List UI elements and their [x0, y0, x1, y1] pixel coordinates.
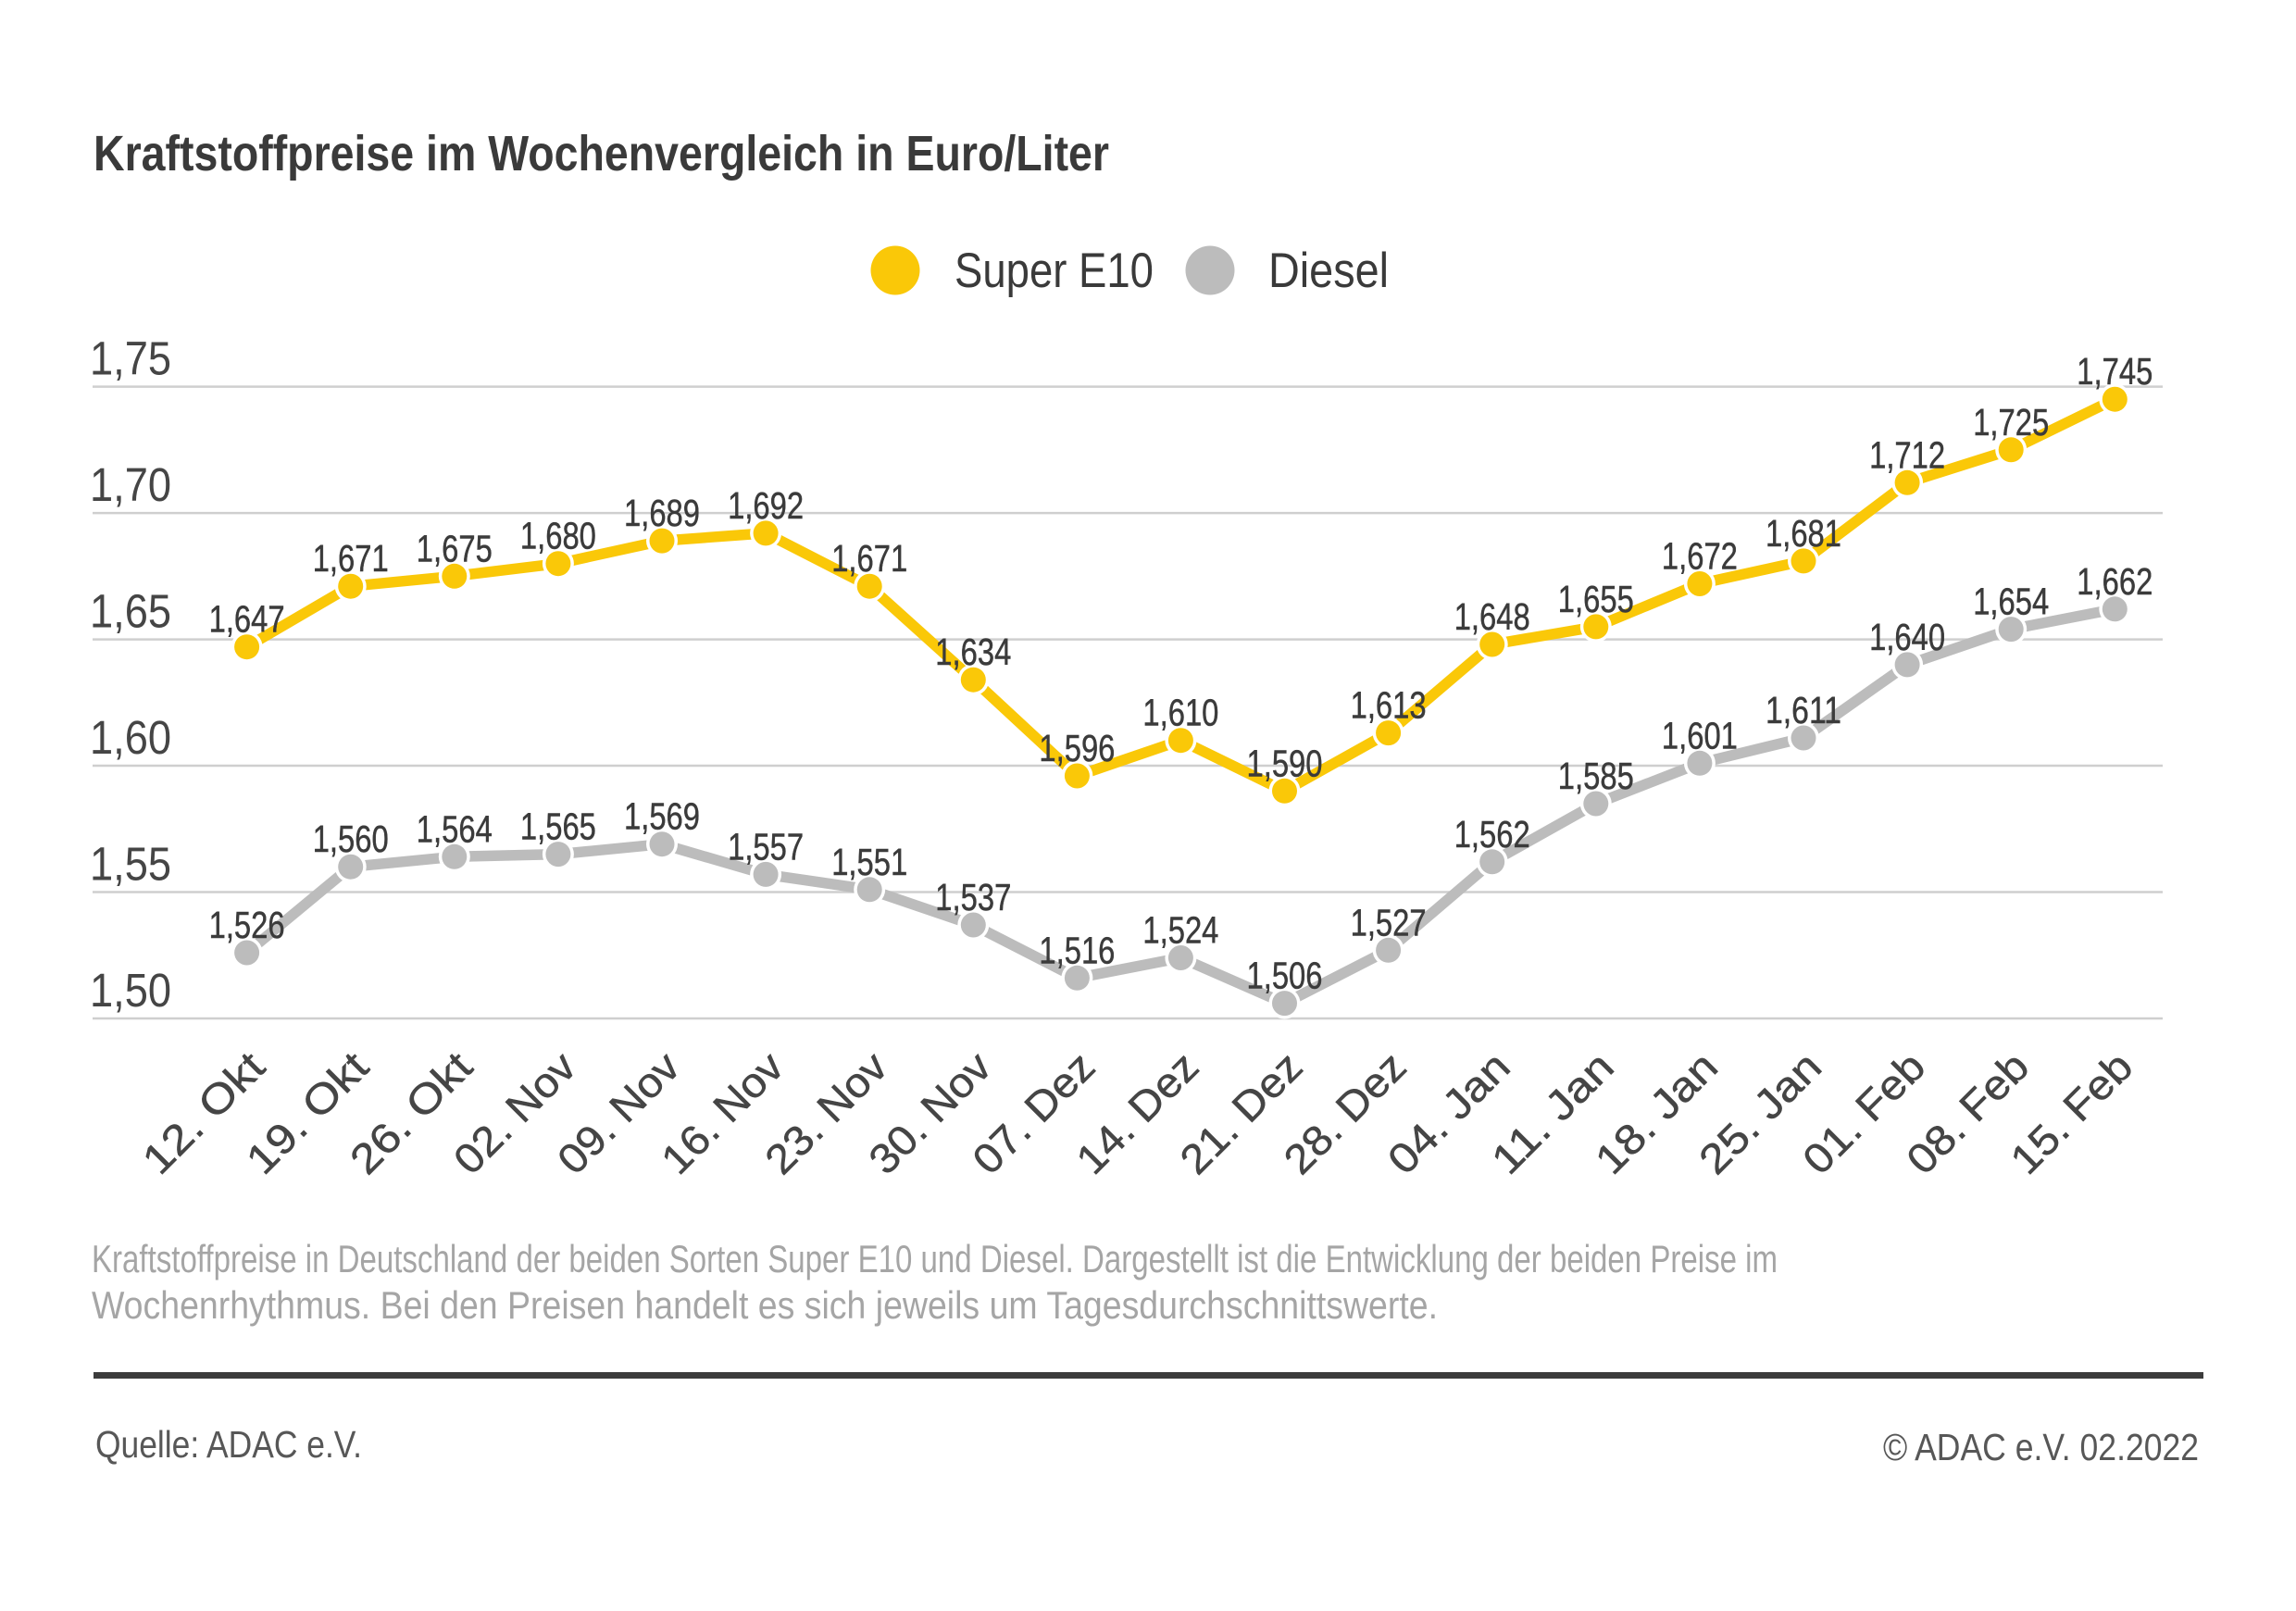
- svg-text:1,585: 1,585: [1558, 755, 1634, 797]
- svg-text:1,725: 1,725: [1973, 401, 2049, 443]
- svg-text:1,647: 1,647: [209, 598, 285, 641]
- svg-text:1,610: 1,610: [1142, 692, 1218, 734]
- svg-text:1,560: 1,560: [313, 818, 389, 860]
- svg-text:Quelle: ADAC e.V.: Quelle: ADAC e.V.: [95, 1423, 362, 1466]
- svg-text:1,601: 1,601: [1662, 714, 1738, 756]
- svg-text:1,526: 1,526: [209, 904, 285, 946]
- svg-text:Kraftstoffpreise in Deutschlan: Kraftstoffpreise in Deutschland der beid…: [92, 1237, 1778, 1280]
- svg-text:1,70: 1,70: [90, 458, 171, 511]
- svg-text:1,590: 1,590: [1247, 742, 1323, 784]
- svg-text:1,524: 1,524: [1142, 909, 1218, 952]
- svg-text:1,648: 1,648: [1454, 595, 1530, 638]
- svg-text:1,562: 1,562: [1454, 813, 1530, 855]
- svg-text:1,671: 1,671: [313, 537, 389, 580]
- svg-text:1,75: 1,75: [90, 332, 171, 385]
- svg-text:1,662: 1,662: [2077, 560, 2152, 603]
- svg-text:1,613: 1,613: [1351, 684, 1427, 727]
- svg-text:1,551: 1,551: [831, 841, 907, 883]
- svg-text:Wochenrhythmus. Bei den Preise: Wochenrhythmus. Bei den Preisen handelt …: [92, 1283, 1438, 1327]
- svg-text:1,55: 1,55: [90, 838, 171, 891]
- svg-text:1,611: 1,611: [1766, 689, 1841, 731]
- svg-text:1,680: 1,680: [520, 515, 596, 557]
- svg-text:Kraftstoffpreise im Wochenverg: Kraftstoffpreise im Wochenvergleich in E…: [94, 126, 1109, 181]
- svg-text:1,65: 1,65: [90, 585, 171, 638]
- svg-text:1,672: 1,672: [1662, 535, 1738, 578]
- svg-text:1,689: 1,689: [624, 492, 700, 534]
- svg-text:1,564: 1,564: [417, 807, 493, 850]
- svg-text:1,681: 1,681: [1766, 512, 1841, 555]
- svg-text:Super E10: Super E10: [955, 244, 1154, 298]
- svg-text:1,506: 1,506: [1247, 955, 1323, 997]
- svg-text:1,527: 1,527: [1351, 901, 1427, 943]
- svg-text:1,712: 1,712: [1869, 433, 1945, 476]
- svg-text:1,596: 1,596: [1039, 727, 1115, 769]
- svg-text:Diesel: Diesel: [1268, 244, 1389, 298]
- svg-text:1,565: 1,565: [520, 806, 596, 848]
- svg-text:1,50: 1,50: [90, 964, 171, 1017]
- svg-text:© ADAC e.V. 02.2022: © ADAC e.V. 02.2022: [1883, 1426, 2199, 1468]
- svg-text:1,692: 1,692: [728, 484, 804, 527]
- svg-text:1,654: 1,654: [1973, 581, 2049, 623]
- svg-text:1,569: 1,569: [624, 795, 700, 838]
- svg-text:1,745: 1,745: [2077, 350, 2152, 393]
- svg-text:1,60: 1,60: [90, 711, 171, 764]
- svg-text:1,516: 1,516: [1039, 929, 1115, 971]
- svg-text:1,655: 1,655: [1558, 578, 1634, 620]
- svg-text:1,634: 1,634: [935, 631, 1011, 673]
- svg-text:1,640: 1,640: [1869, 616, 1945, 658]
- svg-text:1,671: 1,671: [831, 537, 907, 580]
- svg-text:1,675: 1,675: [417, 527, 493, 569]
- svg-text:1,537: 1,537: [935, 876, 1011, 918]
- svg-text:1,557: 1,557: [728, 825, 804, 868]
